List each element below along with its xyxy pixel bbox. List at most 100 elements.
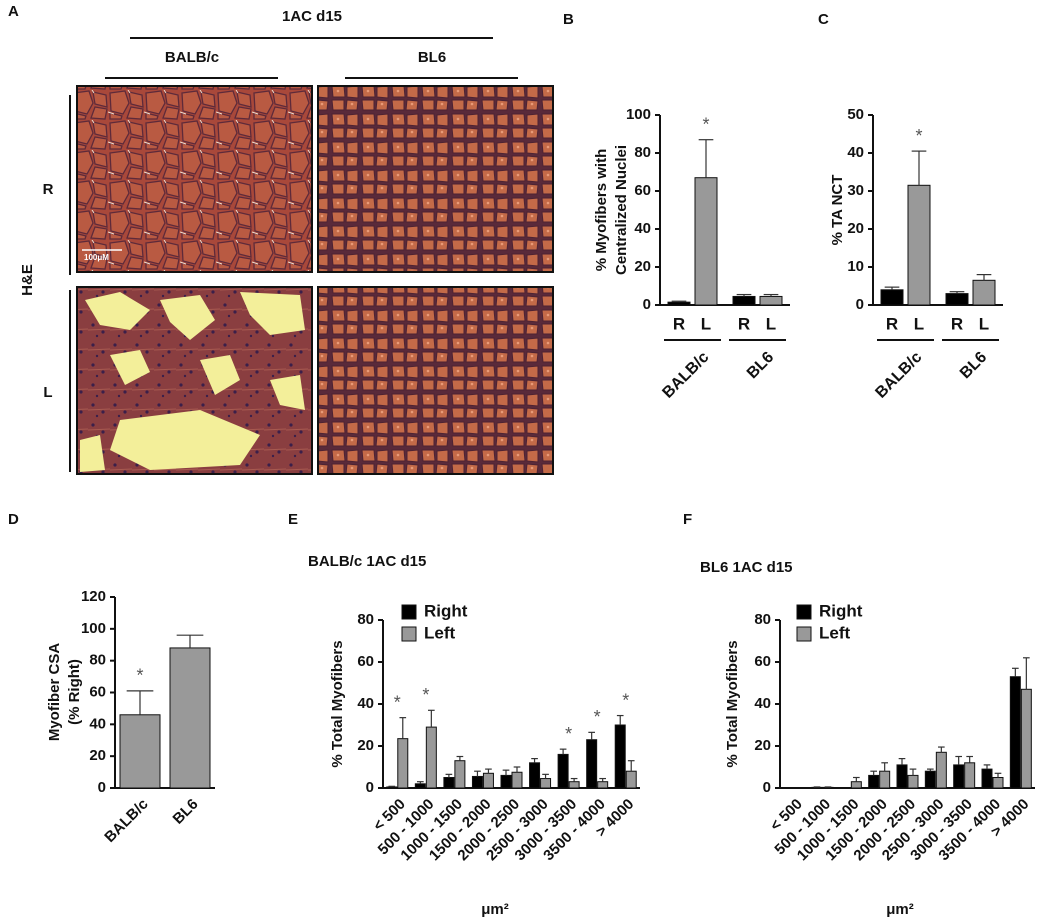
row-label: L [43, 384, 52, 401]
series-label: R [673, 314, 685, 333]
bar [907, 774, 919, 789]
bar [625, 770, 637, 789]
bar [586, 739, 598, 789]
y-tick-label: 40 [754, 695, 771, 712]
panel-label: B [563, 11, 574, 28]
y-tick-label: 60 [754, 653, 771, 670]
y-tick-label: 80 [754, 611, 771, 628]
series-label: R [738, 314, 750, 333]
y-tick-label: 40 [357, 695, 374, 712]
bar [972, 279, 996, 306]
bar [907, 184, 931, 306]
bar [992, 777, 1004, 789]
y-tick-label: 0 [98, 779, 106, 796]
x-tick-label: BL6 [744, 349, 777, 382]
y-tick-label: 100 [81, 620, 106, 637]
bar [454, 760, 466, 789]
legend-swatch [796, 604, 812, 620]
y-axis-label: Centralized Nuclei [613, 145, 630, 275]
y-tick-label: 0 [643, 296, 651, 313]
significance-star: * [702, 114, 709, 134]
y-tick-label: 0 [856, 296, 864, 313]
x-tick-label: BALB/c [101, 796, 151, 846]
y-tick-label: 120 [81, 588, 106, 605]
stain-label: H&E [19, 264, 36, 296]
y-tick-label: 50 [847, 106, 864, 123]
y-tick-label: 20 [357, 737, 374, 754]
chart-title: BL6 1AC d15 [700, 559, 793, 576]
histology-image [76, 85, 313, 273]
bar [732, 295, 756, 306]
bar [964, 762, 976, 789]
y-tick-label: 0 [366, 779, 374, 796]
chart: B % Myofibers with Centralized Nuclei 0 20 40… [563, 11, 790, 402]
column-label: BL6 [418, 49, 446, 66]
column-label: BALB/c [165, 49, 219, 66]
bar [850, 781, 862, 789]
bar [500, 774, 512, 789]
chart: D Myofiber CSA (% Right) 0 20 40 60 80 100 120 * BA… [8, 511, 215, 846]
series-label: R [886, 314, 898, 333]
panel-label: C [818, 11, 829, 28]
bar [568, 781, 580, 789]
bar [1009, 676, 1021, 789]
bar [386, 786, 398, 789]
histology-image [317, 286, 554, 475]
scale-bar-label: 100μM [84, 253, 109, 262]
y-tick-label: 60 [634, 182, 651, 199]
legend-label: Left [424, 623, 456, 642]
bar [953, 764, 965, 789]
significance-star: * [622, 690, 629, 710]
bar [1020, 688, 1032, 789]
bar [482, 772, 494, 789]
bar [759, 295, 783, 306]
legend-label: Left [819, 623, 851, 642]
y-tick-label: 30 [847, 182, 864, 199]
y-axis-label: % Total Myofibers [724, 640, 741, 767]
y-tick-label: 80 [634, 144, 651, 161]
bar [614, 724, 626, 789]
bar [981, 768, 993, 789]
significance-star: * [394, 692, 401, 712]
legend-swatch [796, 626, 812, 642]
bar [935, 751, 947, 789]
bar [694, 177, 718, 306]
y-tick-label: 20 [754, 737, 771, 754]
bar [397, 738, 409, 789]
chart: F BL6 1AC d15 % Total Myofibers μm² 0 20 40 60 8… [683, 511, 1035, 918]
significance-star: * [594, 707, 601, 727]
bar [667, 301, 691, 306]
y-axis-label: % Total Myofibers [329, 640, 346, 767]
y-tick-label: 60 [89, 683, 106, 700]
panel-a-title: 1AC d15 [282, 8, 342, 25]
panel-a: A 1AC d15 BALB/c BL6 R L H&E 100μM [8, 3, 554, 475]
y-axis-label: % Myofibers with [593, 149, 610, 272]
y-tick-label: 80 [357, 611, 374, 628]
bar [557, 753, 569, 789]
y-tick-label: 20 [89, 747, 106, 764]
significance-star: * [422, 685, 429, 705]
legend-swatch [401, 604, 417, 620]
chart: E BALB/c 1AC d15 % Total Myofibers μm² 0 20 40… [288, 511, 640, 918]
significance-star: * [915, 126, 922, 146]
x-tick-label: BL6 [957, 349, 990, 382]
histology-image [76, 286, 313, 475]
bar [169, 647, 211, 789]
bar [896, 764, 908, 789]
bar [880, 289, 904, 306]
y-tick-label: 60 [357, 653, 374, 670]
bar [119, 714, 161, 789]
series-label: R [951, 314, 963, 333]
x-axis-label: μm² [886, 901, 914, 918]
y-axis-label: Myofiber CSA [46, 643, 63, 742]
y-tick-label: 100 [626, 106, 651, 123]
legend-label: Right [819, 601, 863, 620]
bar [443, 777, 455, 789]
y-tick-label: 20 [634, 258, 651, 275]
y-tick-label: 40 [634, 220, 651, 237]
bar [924, 770, 936, 789]
series-label: L [766, 314, 776, 333]
row-label: R [43, 181, 54, 198]
y-axis-label: (% Right) [66, 659, 83, 725]
